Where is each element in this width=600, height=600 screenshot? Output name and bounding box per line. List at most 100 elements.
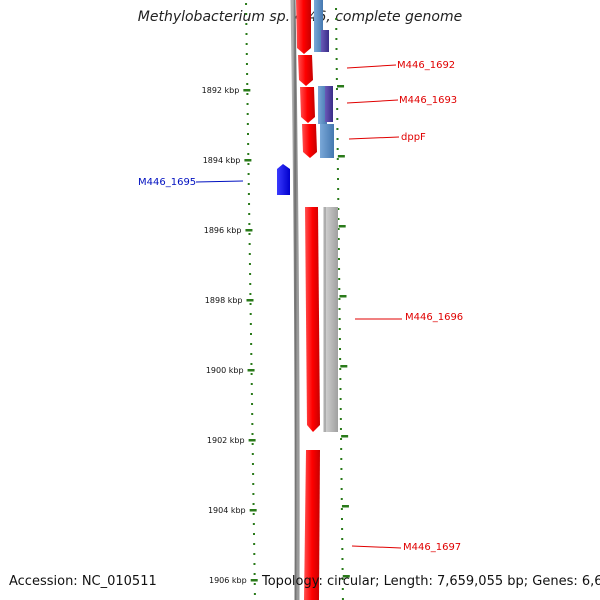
cds-feature-1696[interactable] xyxy=(323,207,338,432)
axis-dot xyxy=(335,78,338,80)
leader-line-m446-1693 xyxy=(346,99,399,104)
gene-m446-1691-arrow[interactable] xyxy=(296,0,311,54)
axis-dot xyxy=(245,53,248,55)
cds-feature-1693-domain[interactable] xyxy=(325,86,333,122)
axis-dot xyxy=(341,588,344,590)
axis-dot xyxy=(249,333,252,335)
axis-dot xyxy=(335,38,338,40)
axis-dot xyxy=(252,473,255,475)
axis-dot xyxy=(253,563,256,565)
axis-dot xyxy=(341,578,344,580)
axis-dot xyxy=(245,63,248,65)
gene-label-m446-1695[interactable]: M446_1695 xyxy=(138,177,196,188)
axis-dot xyxy=(250,343,253,345)
axis-dot xyxy=(337,218,340,220)
gene-m446-1693-arrow[interactable] xyxy=(300,87,315,123)
axis-dot xyxy=(249,303,252,305)
axis-dot xyxy=(252,493,255,495)
gene-m446-1695-arrow[interactable] xyxy=(277,164,290,195)
axis-dot xyxy=(338,288,341,290)
gene-label-m446-1692[interactable]: M446_1692 xyxy=(397,60,455,71)
axis-dot xyxy=(336,118,339,120)
axis-dot xyxy=(338,338,341,340)
axis-dot xyxy=(249,273,252,275)
cds-feature-1691-domain[interactable] xyxy=(321,30,329,52)
gene-dppf-arrow[interactable] xyxy=(302,124,317,158)
axis-dot xyxy=(251,413,254,415)
axis-major-tick xyxy=(248,439,256,442)
axis-dot xyxy=(248,233,251,235)
axis-dot xyxy=(339,418,342,420)
axis-dot xyxy=(335,8,338,10)
axis-dot xyxy=(338,278,341,280)
genome-backbone xyxy=(290,0,300,600)
axis-tick-label: 1906 kbp xyxy=(209,576,247,585)
axis-dot xyxy=(341,538,344,540)
cds-feature-1693[interactable] xyxy=(318,86,327,124)
axis-dot xyxy=(339,348,342,350)
gene-label-m446-1697[interactable]: M446_1697 xyxy=(403,542,461,553)
accession-text: Accession: NC_010511 xyxy=(9,574,157,589)
gene-label-dppf[interactable]: dppF xyxy=(401,132,426,143)
cds-feature-1691[interactable] xyxy=(314,0,323,52)
axis-dot xyxy=(246,123,249,125)
gene-m446-1696-arrow[interactable] xyxy=(305,207,320,432)
axis-dot xyxy=(246,133,249,135)
axis-dot xyxy=(336,138,339,140)
axis-dot xyxy=(341,558,344,560)
gene-m446-1692-arrow[interactable] xyxy=(298,55,313,86)
axis-dot xyxy=(336,128,339,130)
axis-dot xyxy=(248,263,251,265)
axis-dot xyxy=(253,593,256,595)
axis-major-tick xyxy=(247,369,255,372)
leader-line-m446-1695 xyxy=(195,180,244,183)
axis-dot xyxy=(336,108,339,110)
axis-dotted-line-left xyxy=(245,3,256,595)
axis-major-tick-right xyxy=(339,295,347,298)
axis-major-tick xyxy=(249,509,257,512)
axis-dot xyxy=(250,373,253,375)
axis-dot xyxy=(338,318,341,320)
axis-tick-label: 1900 kbp xyxy=(206,366,244,375)
cds-feature-dppf[interactable] xyxy=(320,124,334,158)
axis-dot xyxy=(340,518,343,520)
axis-dot xyxy=(338,298,341,300)
axis-dot xyxy=(251,433,254,435)
axis-major-tick-right xyxy=(341,505,349,508)
axis-dot xyxy=(247,183,250,185)
axis-dot xyxy=(338,328,341,330)
axis-dot xyxy=(248,203,251,205)
axis-dot xyxy=(252,523,255,525)
gene-label-m446-1696[interactable]: M446_1696 xyxy=(405,312,463,323)
axis-major-tick-right xyxy=(337,85,345,88)
axis-dot xyxy=(341,568,344,570)
axis-dot xyxy=(247,143,250,145)
axis-dot xyxy=(245,43,248,45)
axis-dot xyxy=(336,98,339,100)
axis-dot xyxy=(245,13,248,15)
axis-dot xyxy=(335,88,338,90)
axis-dot xyxy=(339,408,342,410)
axis-dot xyxy=(252,483,255,485)
axis-major-tick xyxy=(245,229,253,232)
axis-major-tick-right xyxy=(337,155,345,158)
axis-dot xyxy=(340,468,343,470)
axis-dot xyxy=(336,158,339,160)
axis-dot xyxy=(251,443,254,445)
axis-dot xyxy=(247,173,250,175)
axis-dot xyxy=(253,543,256,545)
axis-tick-label: 1892 kbp xyxy=(202,86,240,95)
axis-ticks: 1892 kbp 1894 kbp 1896 kbp 1898 kbp 1900 kbp… xyxy=(202,85,350,585)
axis-dot xyxy=(335,68,338,70)
axis-dot xyxy=(246,93,249,95)
gene-m446-1697-arrow[interactable] xyxy=(304,450,320,600)
gene-label-m446-1693[interactable]: M446_1693 xyxy=(399,95,457,106)
axis-dot xyxy=(340,438,343,440)
axis-dot xyxy=(251,403,254,405)
axis-dot xyxy=(337,228,340,230)
axis-dot xyxy=(250,353,253,355)
axis-dot xyxy=(252,503,255,505)
axis-dot xyxy=(248,243,251,245)
